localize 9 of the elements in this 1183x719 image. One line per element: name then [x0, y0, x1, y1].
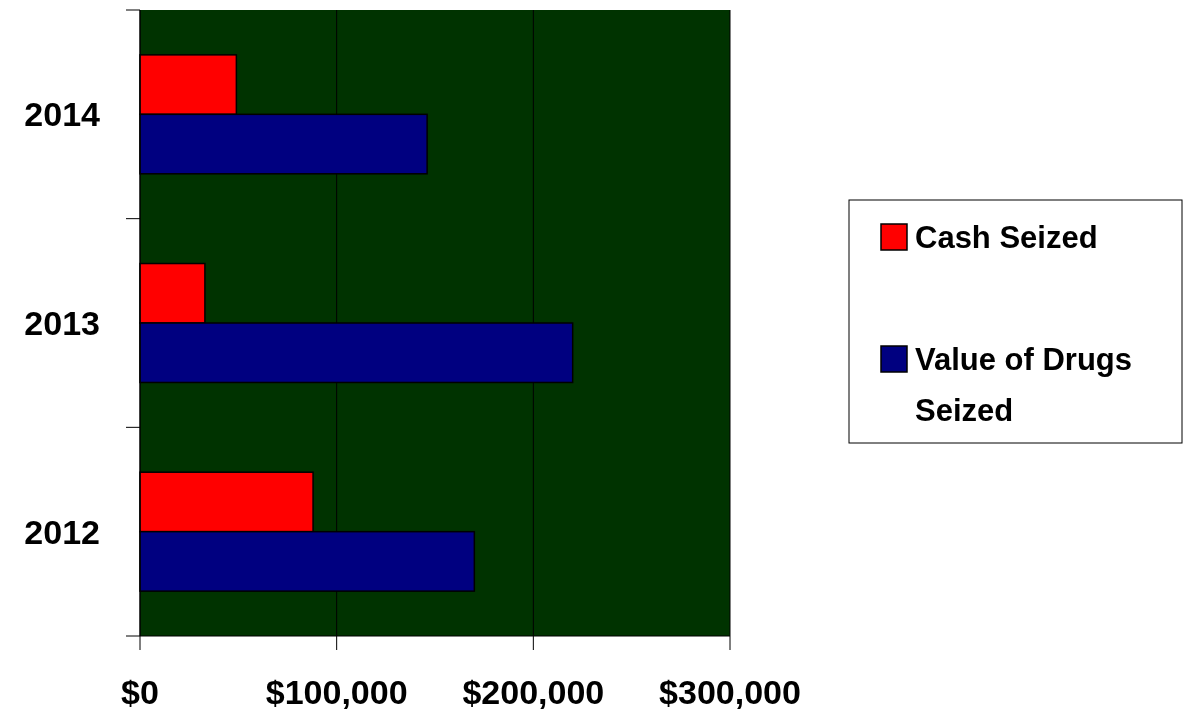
- legend-label: Cash Seized: [915, 220, 1098, 255]
- x-tick-label: $100,000: [265, 673, 408, 711]
- y-tick-label: 2013: [24, 304, 100, 342]
- x-tick-label: $300,000: [659, 673, 801, 711]
- legend-label: Value of Drugs Seized: [915, 342, 1133, 428]
- x-tick-label: $200,000: [462, 673, 605, 711]
- x-tick-label: $0: [121, 673, 159, 711]
- y-tick-label: 2014: [24, 95, 101, 134]
- y-tick-label: 2012: [24, 512, 100, 551]
